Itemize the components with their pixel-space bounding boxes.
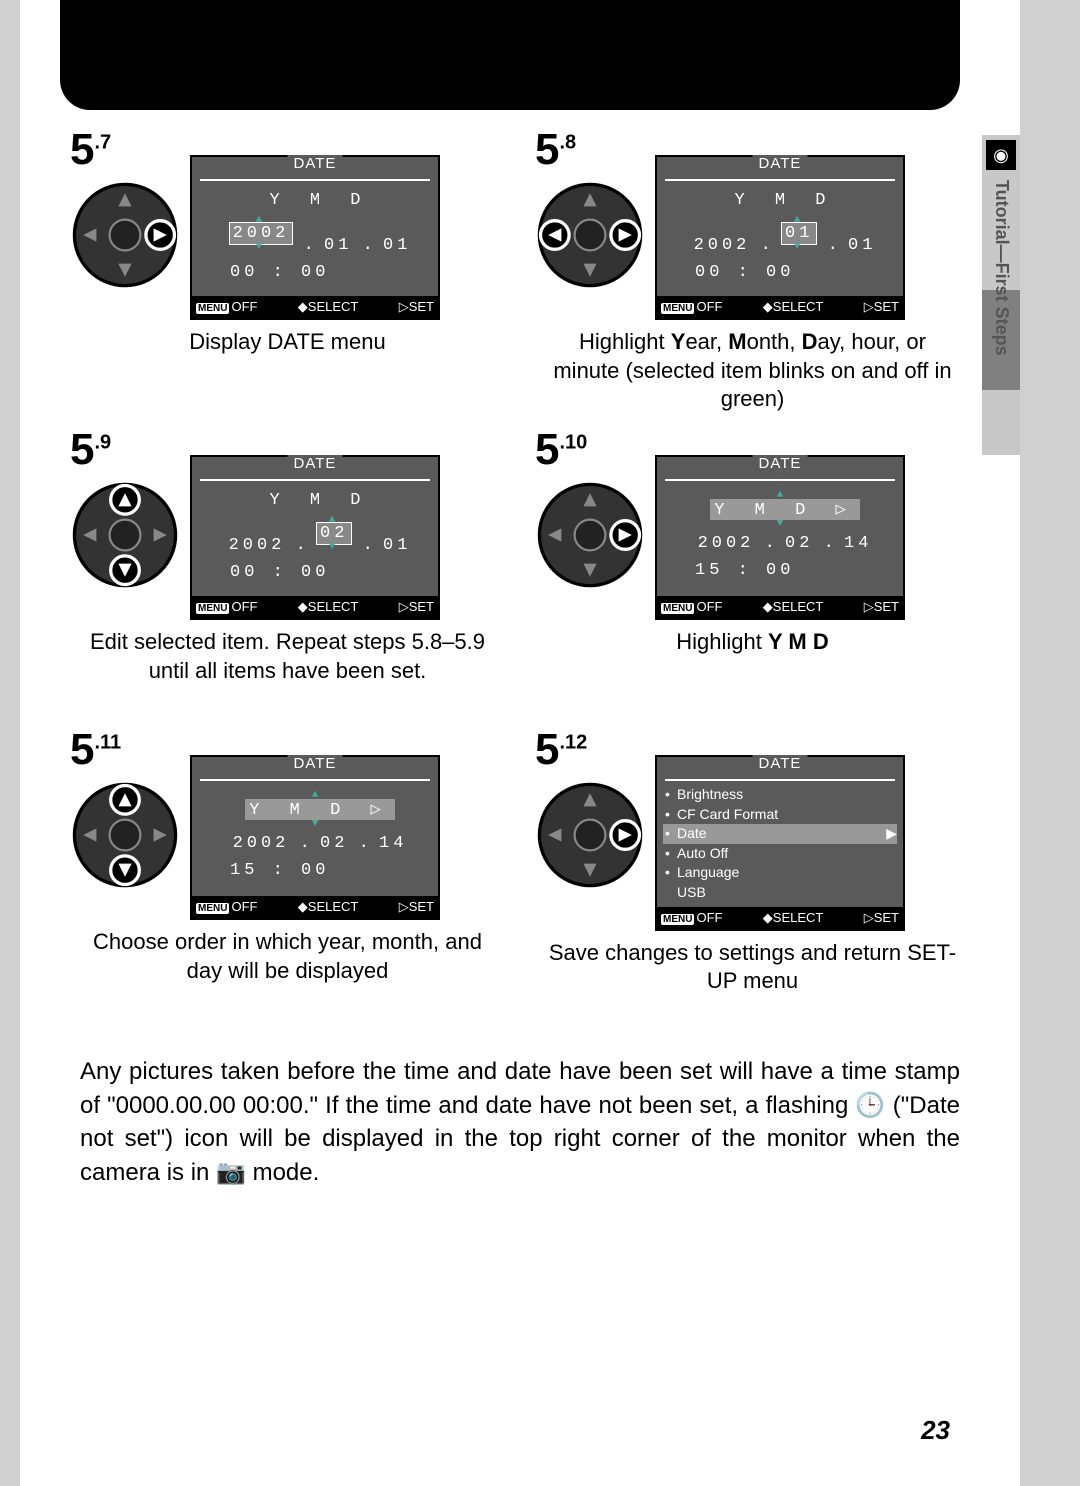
lcd-screen: DATE ▲Y M D ▷▼ 2002 . 02 . 14 15 : 00 ME… xyxy=(190,755,440,920)
top-banner xyxy=(60,0,960,110)
step-number: 5.10 xyxy=(535,425,587,475)
step-4: 5.10 DATE ▲Y M D ▷▼ 2002 . 02 . 14 15 : … xyxy=(535,425,970,715)
lcd-screen: DATE Y M D ▲2002▼ . 01 . 01 00 : 00 MENU… xyxy=(190,155,440,320)
camera-icon: ◉ xyxy=(986,140,1016,170)
lcd-footer: MENUOFF ◆SELECT ▷SET xyxy=(192,896,438,918)
step-6: 5.12 DATE •Brightness•CF Card Format•Dat… xyxy=(535,725,970,1015)
lcd-screen: DATE •Brightness•CF Card Format•Date ▶•A… xyxy=(655,755,905,931)
lcd-screen: DATE ▲Y M D ▷▼ 2002 . 02 . 14 15 : 00 ME… xyxy=(655,455,905,620)
dpad-icon xyxy=(70,780,180,890)
lcd-footer: MENUOFF ◆SELECT ▷SET xyxy=(657,296,903,318)
step-1: 5.7 DATE Y M D ▲2002▼ . 01 . 01 00 : 00 … xyxy=(70,125,505,415)
page-number: 23 xyxy=(921,1415,950,1446)
step-number: 5.11 xyxy=(70,725,121,775)
lcd-footer: MENUOFF ◆SELECT ▷SET xyxy=(192,596,438,618)
lcd-footer: MENUOFF ◆SELECT ▷SET xyxy=(657,596,903,618)
dpad-icon xyxy=(535,180,645,290)
step-number: 5.7 xyxy=(70,125,111,175)
lcd-screen: DATE Y M D 2002 . ▲01▼ . 01 00 : 00 MENU… xyxy=(655,155,905,320)
side-label: Tutorial—First Steps xyxy=(991,180,1012,356)
lcd-footer: MENUOFF ◆SELECT ▷SET xyxy=(657,907,903,929)
step-caption: Highlight Y M D xyxy=(535,628,970,657)
step-caption: Save changes to settings and return SET-… xyxy=(535,939,970,996)
step-number: 5.12 xyxy=(535,725,587,775)
body-paragraph: Any pictures taken before the time and d… xyxy=(80,1055,960,1189)
steps-grid: 5.7 DATE Y M D ▲2002▼ . 01 . 01 00 : 00 … xyxy=(70,125,970,1015)
step-3: 5.9 DATE Y M D 2002 . ▲02▼ . 01 00 : 00 … xyxy=(70,425,505,715)
lcd-footer: MENUOFF ◆SELECT ▷SET xyxy=(192,296,438,318)
step-5: 5.11 DATE ▲Y M D ▷▼ 2002 . 02 . 14 15 : … xyxy=(70,725,505,1015)
step-caption: Display DATE menu xyxy=(70,328,505,357)
step-number: 5.8 xyxy=(535,125,576,175)
step-number: 5.9 xyxy=(70,425,111,475)
step-caption: Highlight Year, Month, Day, hour, or min… xyxy=(535,328,970,414)
dpad-icon xyxy=(70,480,180,590)
dpad-icon xyxy=(535,780,645,890)
lcd-screen: DATE Y M D 2002 . ▲02▼ . 01 00 : 00 MENU… xyxy=(190,455,440,620)
dpad-icon xyxy=(70,180,180,290)
step-caption: Choose order in which year, month, and d… xyxy=(70,928,505,985)
manual-page: ◉ Tutorial—First Steps 5.7 DATE Y M D ▲2… xyxy=(20,0,1020,1486)
step-caption: Edit selected item. Repeat steps 5.8–5.9… xyxy=(70,628,505,685)
dpad-icon xyxy=(535,480,645,590)
step-2: 5.8 DATE Y M D 2002 . ▲01▼ . 01 00 : 00 … xyxy=(535,125,970,415)
